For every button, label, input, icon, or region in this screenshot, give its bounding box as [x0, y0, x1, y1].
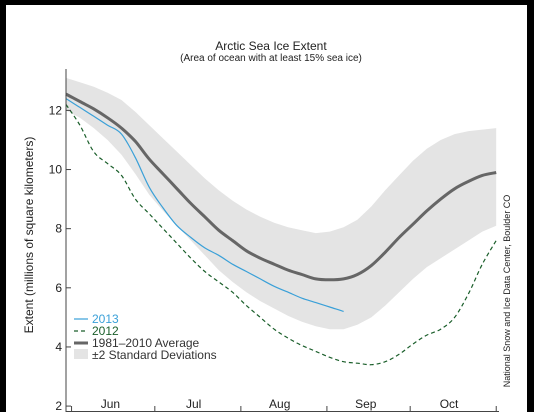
- y-tick-label: 12: [49, 103, 63, 117]
- x-tick-label: Jul: [186, 397, 201, 411]
- chart-frame: Arctic Sea Ice Extent (Area of ocean wit…: [6, 5, 527, 412]
- y-tick-label: 6: [55, 281, 62, 295]
- y-tick-label: 2: [55, 399, 62, 412]
- credit-label: National Snow and Ice Data Center, Bould…: [502, 195, 512, 388]
- x-tick-label: Sep: [355, 397, 377, 411]
- sea-ice-chart: Arctic Sea Ice Extent (Area of ocean wit…: [22, 39, 512, 412]
- series-2013-line: [65, 98, 344, 313]
- legend-2013-label: 2013: [92, 312, 119, 326]
- y-tick-label: 8: [55, 222, 62, 236]
- legend-band-label: ±2 Standard Deviations: [92, 348, 217, 362]
- legend-band-swatch: [74, 349, 88, 359]
- legend-2012-label: 2012: [92, 324, 119, 338]
- average-line: [65, 92, 497, 282]
- std-dev-band: [66, 77, 497, 330]
- y-tick-label: 10: [49, 163, 63, 177]
- x-tick-label: Oct: [440, 397, 459, 411]
- series-2012-line: [65, 104, 497, 366]
- x-tick-label: Jun: [101, 397, 120, 411]
- legend-average-label: 1981–2010 Average: [92, 336, 200, 350]
- chart-subtitle: (Area of ocean with at least 15% sea ice…: [180, 53, 362, 64]
- y-tick-label: 4: [55, 340, 62, 354]
- x-tick-label: Aug: [269, 397, 290, 411]
- chart-title: Arctic Sea Ice Extent: [215, 39, 327, 53]
- y-axis-label: Extent (millions of square kilometers): [22, 137, 36, 334]
